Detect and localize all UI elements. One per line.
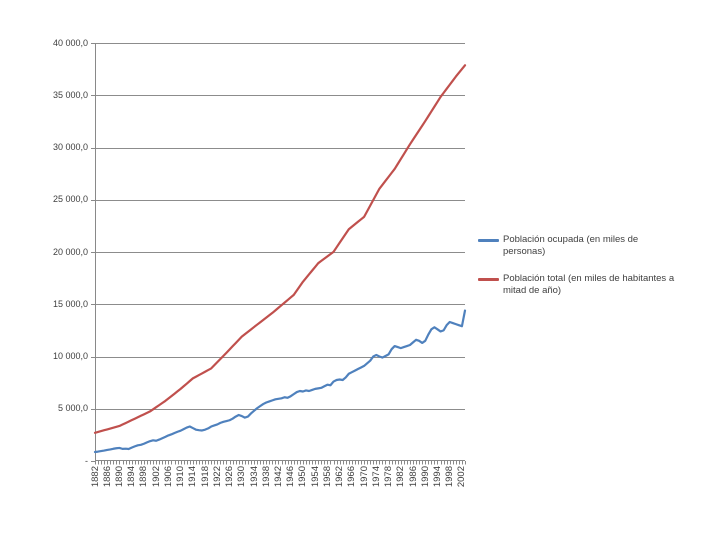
x-axis-label: 1882 bbox=[89, 466, 101, 488]
x-axis-label: 1910 bbox=[175, 466, 187, 488]
x-axis-label: 1994 bbox=[431, 466, 443, 488]
legend-item-ocupada[interactable]: Población ocupada (en miles de personas) bbox=[478, 234, 683, 258]
x-axis-label: 1926 bbox=[224, 466, 236, 488]
y-axis-label: 10 000,0 bbox=[52, 351, 88, 361]
chart-plot-svg bbox=[91, 43, 467, 465]
x-axis-label: 1902 bbox=[150, 466, 162, 488]
x-axis-label: 1898 bbox=[138, 466, 150, 488]
x-axis-label: 1958 bbox=[321, 466, 333, 488]
legend-item-total[interactable]: Población total (en miles de habitantes … bbox=[478, 273, 683, 297]
x-axis-label: 1942 bbox=[272, 466, 284, 488]
x-axis-label: 1986 bbox=[407, 466, 419, 488]
x-axis-label: 1998 bbox=[444, 466, 456, 488]
x-axis-label: 1922 bbox=[211, 466, 223, 488]
chart-legend: Población ocupada (en miles de personas)… bbox=[478, 234, 683, 312]
x-axis-label: 1918 bbox=[199, 466, 211, 488]
x-axis-label: 1914 bbox=[187, 466, 199, 488]
x-axis-label: 1974 bbox=[370, 466, 382, 488]
x-axis-label: 2002 bbox=[456, 466, 468, 488]
y-axis-label: 35 000,0 bbox=[52, 89, 88, 100]
x-axis-label: 1966 bbox=[346, 466, 358, 488]
legend-swatch-total bbox=[478, 278, 499, 281]
series-line-1[interactable] bbox=[93, 64, 467, 434]
x-axis-label: 1950 bbox=[297, 466, 309, 488]
x-axis-label: 1962 bbox=[334, 466, 346, 488]
x-axis-label: 1990 bbox=[419, 466, 431, 488]
y-axis-label: 25 000,0 bbox=[52, 194, 88, 205]
y-axis-label: - bbox=[85, 455, 88, 466]
y-axis-label: 5 000,0 bbox=[57, 403, 88, 414]
plot-area bbox=[91, 43, 467, 465]
x-axis-label: 1938 bbox=[260, 466, 272, 488]
y-axis-label: 15 000,0 bbox=[52, 298, 88, 309]
y-axis-label: 40 000,0 bbox=[52, 37, 88, 48]
x-axis-label: 1930 bbox=[236, 466, 248, 488]
legend-swatch-ocupada bbox=[478, 239, 499, 242]
y-axis-label: 30 000,0 bbox=[52, 142, 88, 152]
x-axis-label: 1982 bbox=[395, 466, 407, 488]
series-line-0[interactable] bbox=[93, 309, 467, 454]
legend-label-ocupada: Población ocupada (en miles de personas) bbox=[503, 234, 639, 257]
x-axis-label: 1978 bbox=[383, 466, 395, 488]
x-axis-label: 1886 bbox=[101, 466, 113, 488]
x-axis-label: 1906 bbox=[162, 466, 174, 488]
x-axis-label: 1894 bbox=[126, 466, 138, 488]
y-axis-label: 20 000,0 bbox=[52, 246, 88, 257]
legend-label-total: Población total (en miles de habitantes … bbox=[503, 273, 675, 296]
x-axis-label: 1934 bbox=[248, 466, 260, 488]
x-axis-label: 1946 bbox=[285, 466, 297, 488]
x-axis-label: 1970 bbox=[358, 466, 370, 488]
x-axis-label: 1954 bbox=[309, 466, 321, 488]
x-axis-label: 1890 bbox=[113, 466, 125, 488]
